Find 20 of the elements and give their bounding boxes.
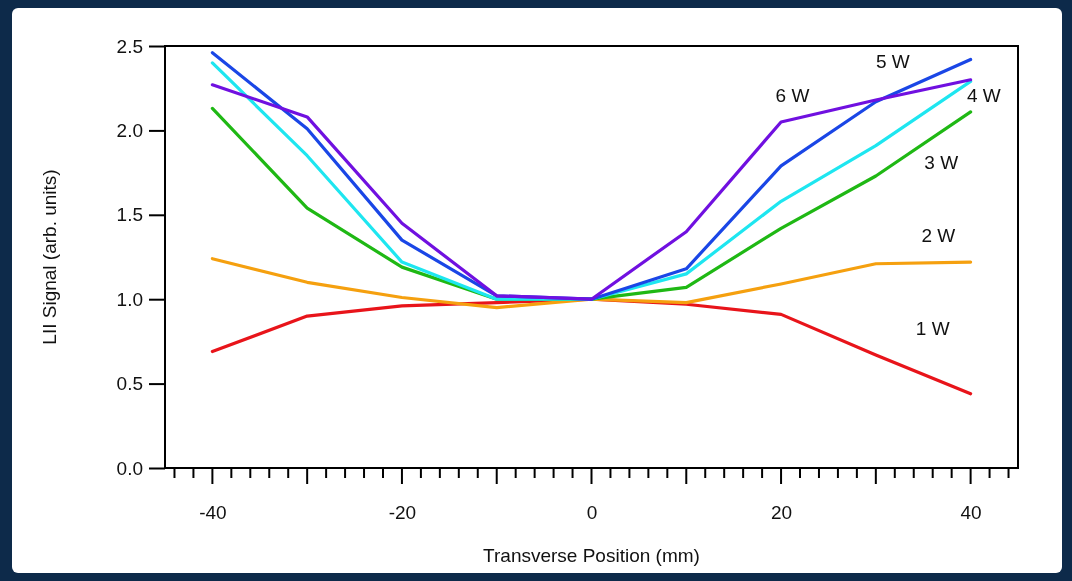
series-label: 1 W: [915, 317, 950, 339]
line-series: [210, 257, 973, 310]
series-label: 4 W: [966, 84, 1001, 106]
y-tick-label: 1.0: [116, 288, 143, 310]
y-tick-label: 1.5: [116, 204, 143, 226]
y-axis-title: LII Signal (arb. units): [39, 169, 60, 345]
x-tick-label: -40: [199, 502, 227, 524]
x-axis-title: Transverse Position (mm): [483, 545, 700, 566]
series-label: 2 W: [921, 224, 956, 246]
y-tick-label: 2.0: [116, 119, 143, 141]
x-tick-label: 40: [960, 502, 982, 524]
series-label: 6 W: [775, 84, 810, 106]
y-tick-label: 0.5: [116, 373, 143, 395]
y-tick-label: 0.0: [116, 457, 143, 479]
y-tick-label: 2.5: [116, 35, 143, 57]
series-label: 3 W: [924, 152, 959, 174]
series-label: 5 W: [876, 50, 910, 72]
x-tick-label: 0: [586, 502, 598, 524]
x-tick-label: 20: [770, 502, 793, 524]
x-tick-label: -20: [388, 502, 417, 524]
